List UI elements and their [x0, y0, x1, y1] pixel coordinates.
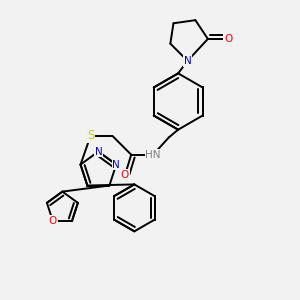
Text: N: N: [184, 56, 191, 66]
Text: O: O: [121, 170, 129, 180]
Text: O: O: [49, 216, 57, 226]
Text: S: S: [87, 129, 94, 142]
Text: O: O: [224, 34, 232, 44]
Text: N: N: [112, 160, 120, 170]
Text: N: N: [94, 147, 102, 157]
Text: HN: HN: [146, 150, 161, 160]
